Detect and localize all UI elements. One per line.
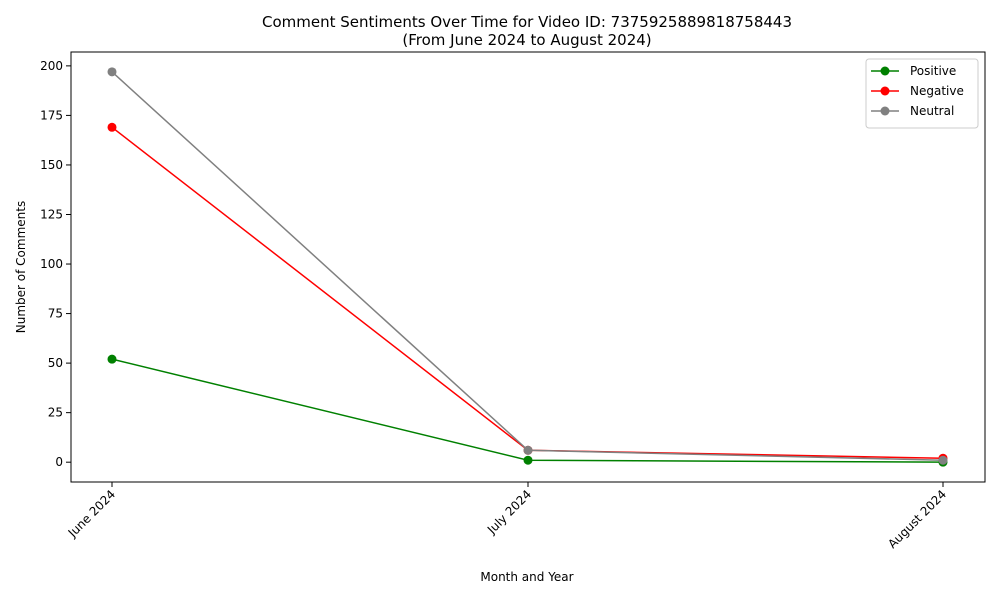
y-tick-label: 50 — [48, 356, 63, 370]
y-tick-label: 100 — [40, 257, 63, 271]
y-axis-ticks: 0 25 50 75 100 125 150 175 200 — [40, 59, 71, 469]
legend-label-positive: Positive — [910, 64, 956, 78]
x-axis-label: Month and Year — [480, 570, 573, 584]
data-point-neutral — [523, 445, 533, 455]
legend-label-neutral: Neutral — [910, 104, 954, 118]
y-tick-label: 200 — [40, 59, 63, 73]
x-tick-label: July 2024 — [484, 487, 534, 537]
x-tick-label: August 2024 — [885, 487, 949, 551]
data-point-negative — [107, 122, 117, 132]
data-point-positive — [523, 455, 533, 465]
x-axis-ticks: June 2024 July 2024 August 2024 — [65, 482, 949, 551]
y-axis-label: Number of Comments — [14, 201, 28, 333]
y-tick-label: 150 — [40, 158, 63, 172]
plot-frame — [70, 51, 986, 483]
y-tick-label: 25 — [48, 406, 63, 420]
data-point-neutral — [107, 67, 117, 77]
legend-label-negative: Negative — [910, 84, 964, 98]
legend-marker-neutral — [880, 106, 890, 116]
chart-title: Comment Sentiments Over Time for Video I… — [262, 13, 792, 31]
legend-marker-positive — [880, 66, 890, 76]
y-tick-label: 0 — [55, 455, 63, 469]
legend-marker-negative — [880, 86, 890, 96]
data-point-positive — [107, 354, 117, 364]
y-tick-label: 175 — [40, 108, 63, 122]
chart-subtitle: (From June 2024 to August 2024) — [402, 31, 651, 49]
series-line-neutral — [111, 71, 944, 461]
series-layer — [107, 67, 948, 467]
y-tick-label: 125 — [40, 207, 63, 221]
y-tick-label: 75 — [48, 307, 63, 321]
series-line-negative — [111, 126, 944, 459]
x-tick-label: June 2024 — [65, 487, 118, 540]
legend: Positive Negative Neutral — [865, 58, 979, 129]
data-point-neutral — [938, 455, 948, 465]
